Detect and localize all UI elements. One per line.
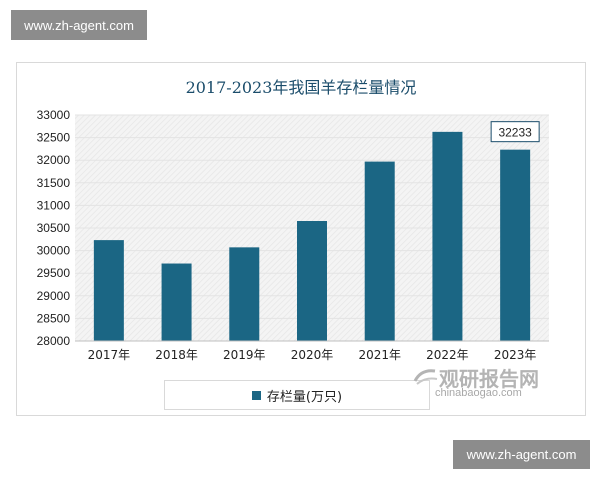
y-tick-label: 30000 bbox=[37, 244, 71, 258]
data-label: 32233 bbox=[498, 126, 532, 140]
legend: 存栏量(万只) bbox=[164, 380, 430, 410]
bar-chart: 2017-2023年我国羊存栏量情况 28000 28500 29000 29500 3… bbox=[37, 78, 549, 362]
y-tick-label: 28500 bbox=[37, 311, 71, 325]
x-tick-label: 2018年 bbox=[155, 348, 198, 362]
source-logo-url: chinabaogao.com bbox=[435, 387, 522, 399]
source-logo-icon bbox=[413, 369, 438, 385]
source-logo: 观研报告网 chinabaogao.com bbox=[409, 363, 559, 403]
bar bbox=[364, 161, 395, 341]
bar bbox=[432, 131, 463, 341]
chart-title: 2017-2023年我国羊存栏量情况 bbox=[186, 78, 417, 97]
x-tick-label: 2019年 bbox=[223, 348, 266, 362]
legend-swatch bbox=[251, 390, 261, 400]
source-logo-name: 观研报告网 bbox=[439, 367, 539, 391]
data-label-box bbox=[490, 121, 540, 143]
y-tick-label: 30500 bbox=[37, 221, 71, 235]
legend-label: 存栏量(万只) bbox=[266, 389, 343, 405]
watermark-bottom: www.zh-agent.com bbox=[453, 440, 590, 469]
bar bbox=[229, 247, 260, 341]
y-tick-label: 28000 bbox=[37, 334, 71, 348]
bar bbox=[93, 240, 124, 341]
watermark-top: www.zh-agent.com bbox=[11, 10, 147, 40]
y-tick-label: 29000 bbox=[37, 289, 71, 303]
x-tick-label: 2021年 bbox=[358, 348, 401, 362]
x-tick-label: 2022年 bbox=[426, 348, 469, 362]
y-tick-label: 32000 bbox=[37, 153, 71, 167]
x-tick-label: 2020年 bbox=[291, 348, 334, 362]
y-tick-label: 31000 bbox=[37, 198, 71, 212]
x-tick-label: 2017年 bbox=[88, 348, 131, 362]
bar bbox=[500, 149, 531, 341]
x-tick-label: 2023年 bbox=[494, 348, 537, 362]
y-tick-label: 31500 bbox=[37, 176, 71, 190]
y-tick-label: 29500 bbox=[37, 266, 71, 280]
y-tick-label: 32500 bbox=[37, 131, 71, 145]
y-tick-label: 33000 bbox=[37, 108, 71, 122]
bar bbox=[161, 263, 192, 341]
bar bbox=[297, 220, 327, 341]
chart-card: 2017-2023年我国羊存栏量情况 28000 28500 29000 29500 3… bbox=[16, 62, 586, 416]
